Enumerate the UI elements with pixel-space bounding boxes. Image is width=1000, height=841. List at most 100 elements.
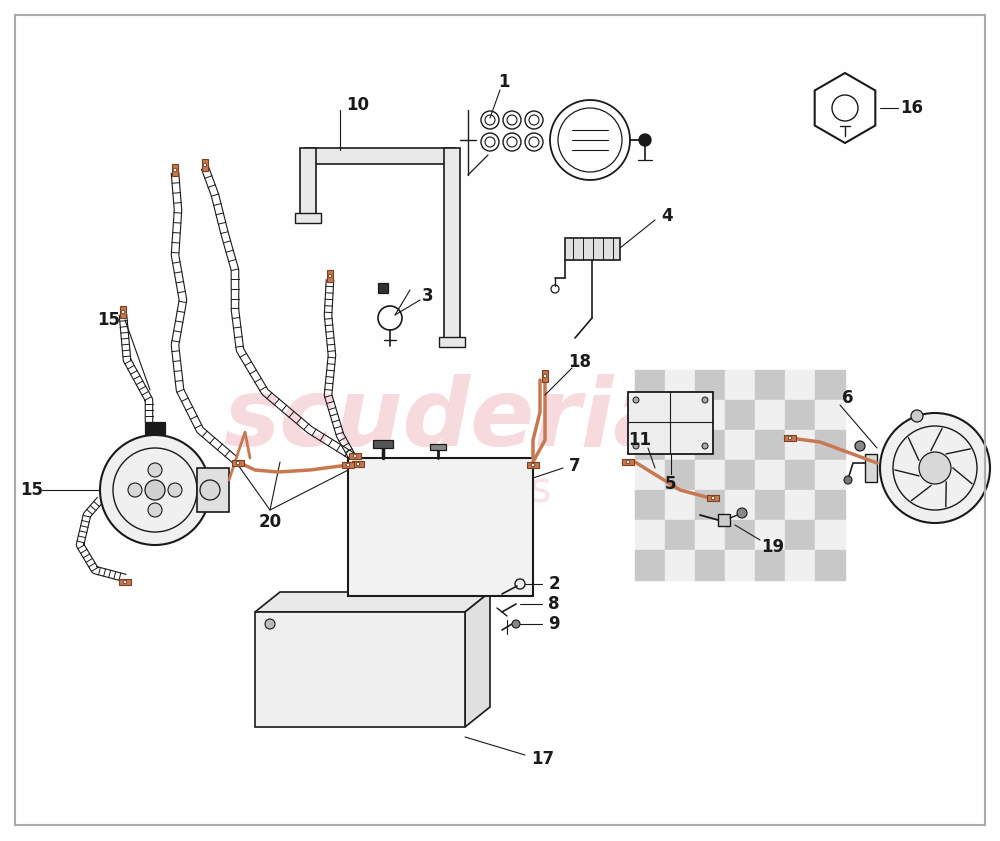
Text: 3: 3: [422, 287, 434, 305]
Circle shape: [128, 483, 142, 497]
Polygon shape: [119, 579, 131, 584]
Circle shape: [145, 480, 165, 500]
Bar: [755, 430, 785, 460]
Polygon shape: [120, 306, 126, 318]
Bar: [725, 400, 755, 430]
Circle shape: [265, 619, 275, 629]
Polygon shape: [542, 370, 548, 382]
Circle shape: [512, 620, 520, 628]
Circle shape: [121, 310, 125, 314]
Circle shape: [236, 461, 240, 465]
Text: 18: 18: [568, 353, 592, 371]
Text: 15: 15: [97, 311, 120, 329]
Text: 20: 20: [258, 513, 282, 531]
Bar: [695, 370, 725, 400]
Circle shape: [346, 463, 350, 467]
Bar: [695, 550, 725, 580]
Bar: [755, 550, 785, 580]
Polygon shape: [255, 592, 490, 612]
Bar: [785, 490, 815, 520]
Circle shape: [737, 508, 747, 518]
Bar: [695, 520, 725, 550]
Circle shape: [328, 274, 332, 278]
Polygon shape: [202, 159, 208, 171]
Bar: [785, 400, 815, 430]
Circle shape: [168, 483, 182, 497]
Bar: [635, 430, 665, 460]
Text: 17: 17: [531, 750, 555, 768]
Bar: [665, 490, 695, 520]
Bar: [145, 422, 165, 434]
Bar: [665, 460, 695, 490]
Bar: [815, 520, 845, 550]
Circle shape: [788, 436, 792, 440]
Bar: [635, 550, 665, 580]
Circle shape: [100, 435, 210, 545]
Bar: [695, 430, 725, 460]
Circle shape: [123, 580, 127, 584]
Polygon shape: [707, 495, 719, 500]
Bar: [785, 370, 815, 400]
Bar: [785, 520, 815, 550]
Bar: [815, 370, 845, 400]
Bar: [755, 460, 785, 490]
Bar: [815, 490, 845, 520]
Text: 9: 9: [548, 615, 560, 633]
Bar: [665, 400, 695, 430]
Circle shape: [702, 397, 708, 403]
Bar: [695, 490, 725, 520]
Circle shape: [356, 463, 360, 466]
Text: 6: 6: [842, 389, 854, 407]
Text: 16: 16: [900, 99, 924, 117]
Bar: [665, 430, 695, 460]
Bar: [430, 444, 446, 450]
Text: 2: 2: [548, 575, 560, 593]
Bar: [755, 520, 785, 550]
Bar: [255, 612, 465, 727]
Text: 10: 10: [347, 96, 370, 114]
Circle shape: [148, 503, 162, 517]
Polygon shape: [232, 460, 244, 466]
Bar: [295, 213, 321, 223]
Bar: [755, 400, 785, 430]
Circle shape: [702, 443, 708, 449]
Bar: [815, 430, 845, 460]
Polygon shape: [527, 463, 539, 468]
Bar: [348, 458, 533, 596]
Bar: [635, 520, 665, 550]
Circle shape: [711, 496, 715, 500]
Polygon shape: [622, 459, 634, 465]
Bar: [444, 148, 460, 345]
Bar: [815, 550, 845, 580]
Bar: [635, 370, 665, 400]
Bar: [635, 460, 665, 490]
Bar: [785, 460, 815, 490]
Bar: [815, 400, 845, 430]
Bar: [785, 430, 815, 460]
Text: r  p a r t s: r p a r t s: [348, 469, 552, 511]
Circle shape: [919, 452, 951, 484]
Polygon shape: [352, 461, 364, 467]
Circle shape: [148, 463, 162, 477]
Bar: [665, 370, 695, 400]
Bar: [439, 337, 465, 347]
Circle shape: [911, 410, 923, 422]
Circle shape: [531, 463, 535, 467]
Text: 15: 15: [20, 481, 44, 499]
Polygon shape: [784, 435, 796, 441]
Bar: [865, 454, 877, 482]
Bar: [635, 490, 665, 520]
Bar: [635, 400, 665, 430]
Bar: [815, 460, 845, 490]
Polygon shape: [172, 164, 178, 176]
Text: 11: 11: [629, 431, 652, 449]
Text: 7: 7: [569, 457, 581, 475]
Circle shape: [844, 476, 852, 484]
Polygon shape: [327, 270, 333, 282]
Bar: [197, 468, 229, 512]
Circle shape: [639, 134, 651, 146]
Bar: [785, 550, 815, 580]
Circle shape: [633, 443, 639, 449]
Bar: [755, 490, 785, 520]
Bar: [725, 490, 755, 520]
